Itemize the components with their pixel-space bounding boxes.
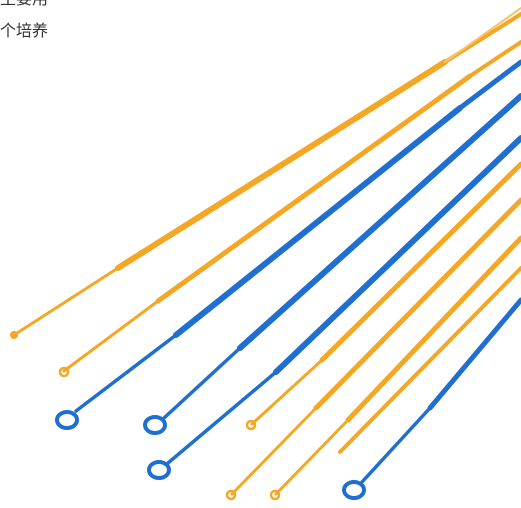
- inoculating-loop-orange-6: [338, 266, 521, 454]
- inoculating-loop-blue-1: [55, 59, 521, 430]
- inoculating-loop-blue-4: [342, 297, 521, 500]
- caption-line-2: 个培养: [0, 23, 49, 40]
- inoculating-loop-orange-2: [58, 40, 521, 378]
- inoculating-loop-orange-5: [269, 235, 521, 501]
- inoculating-loop-orange-4: [225, 197, 521, 501]
- inoculating-loop-orange-3: [245, 161, 521, 431]
- inoculating-loop-blue-2: [143, 93, 521, 435]
- inoculating-loop-orange-1: [10, 7, 521, 339]
- caption-line-1: 主要用: [0, 0, 48, 16]
- caption-text: 主要用 个培养: [0, 0, 48, 48]
- inoculating-loop-blue-3: [147, 135, 521, 480]
